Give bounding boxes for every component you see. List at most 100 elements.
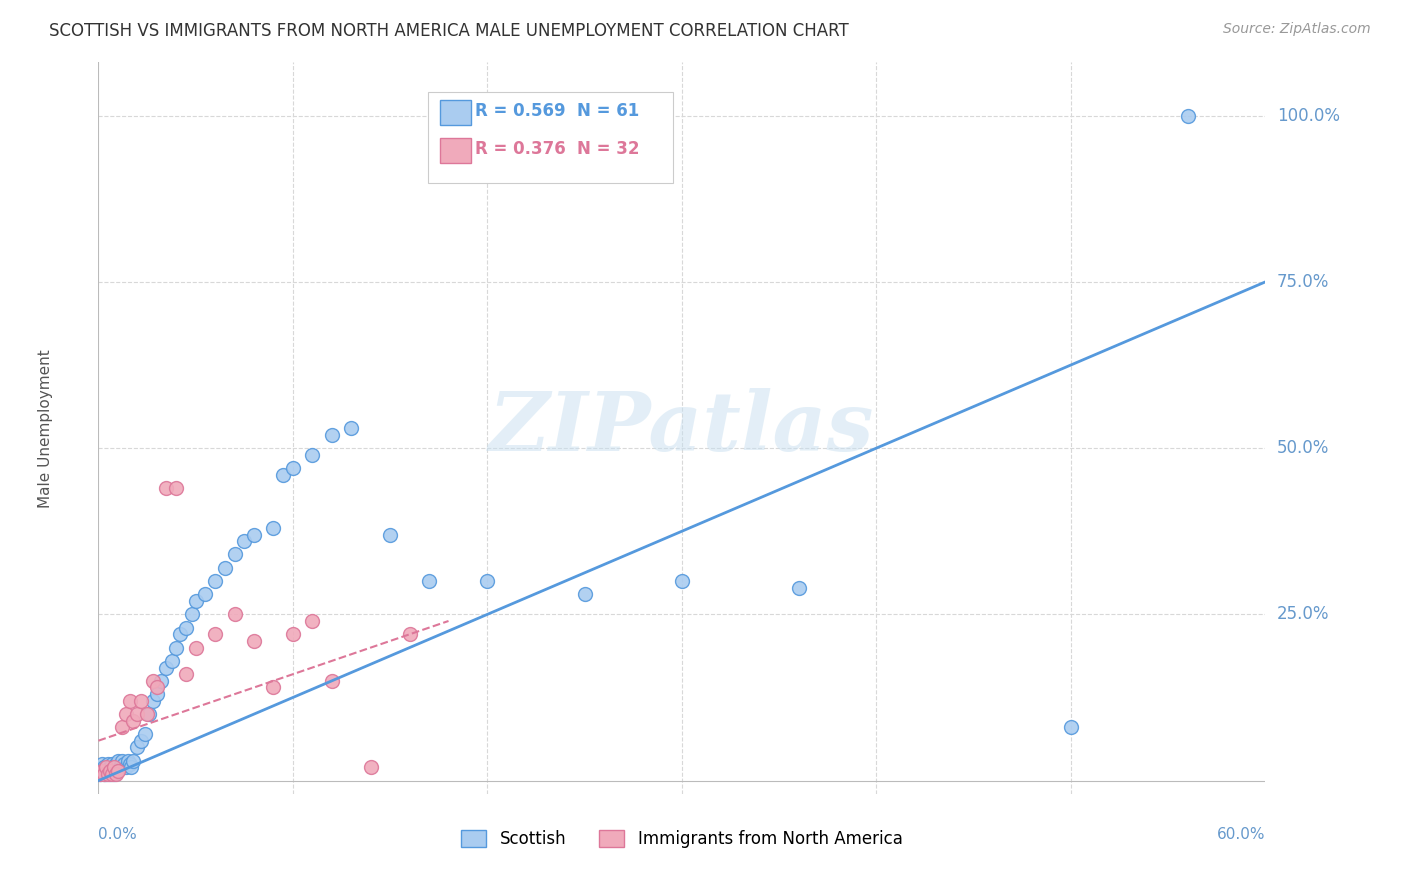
Point — [281, 627, 304, 641]
Text: SCOTTISH VS IMMIGRANTS FROM NORTH AMERICA MALE UNEMPLOYMENT CORRELATION CHART: SCOTTISH VS IMMIGRANTS FROM NORTH AMERIC… — [49, 22, 849, 40]
Point — [104, 767, 127, 781]
Text: Male Unemployment: Male Unemployment — [38, 349, 53, 508]
Text: 60.0%: 60.0% — [1218, 827, 1265, 842]
Text: R = 0.569: R = 0.569 — [475, 103, 567, 120]
Point — [98, 764, 121, 778]
Point — [340, 421, 363, 435]
Point — [204, 627, 226, 641]
Point — [165, 481, 187, 495]
Point — [194, 587, 217, 601]
Point — [111, 754, 134, 768]
Point — [104, 756, 127, 771]
Point — [214, 561, 236, 575]
Point — [787, 581, 810, 595]
Point — [93, 767, 115, 781]
Point — [101, 764, 124, 778]
Point — [574, 587, 596, 601]
Text: 0.0%: 0.0% — [98, 827, 138, 842]
Point — [93, 767, 115, 781]
Point — [138, 707, 160, 722]
Point — [146, 681, 169, 695]
Point — [103, 760, 125, 774]
Point — [127, 707, 149, 722]
Point — [107, 754, 129, 768]
Point — [136, 707, 159, 722]
Point — [112, 756, 135, 771]
Point — [104, 764, 127, 778]
Point — [98, 760, 121, 774]
Point — [174, 621, 197, 635]
Point — [180, 607, 202, 622]
Point — [108, 760, 131, 774]
Point — [169, 627, 191, 641]
Point — [149, 673, 172, 688]
FancyBboxPatch shape — [427, 92, 672, 183]
Point — [122, 714, 145, 728]
Point — [204, 574, 226, 588]
Point — [224, 607, 246, 622]
Point — [321, 673, 343, 688]
Text: N = 61: N = 61 — [576, 103, 640, 120]
Point — [398, 627, 420, 641]
Point — [1060, 720, 1083, 734]
Point — [262, 521, 284, 535]
Point — [107, 760, 129, 774]
Text: 100.0%: 100.0% — [1277, 107, 1340, 125]
Point — [477, 574, 499, 588]
Point — [103, 767, 125, 781]
Point — [1177, 109, 1199, 123]
Point — [91, 756, 114, 771]
Point — [184, 640, 207, 655]
Point — [114, 760, 136, 774]
Text: R = 0.376: R = 0.376 — [475, 140, 567, 159]
Point — [127, 740, 149, 755]
Point — [93, 760, 115, 774]
Point — [129, 694, 152, 708]
Point — [418, 574, 440, 588]
Point — [91, 764, 114, 778]
Point — [155, 481, 177, 495]
Point — [97, 767, 120, 781]
FancyBboxPatch shape — [440, 100, 471, 125]
Point — [97, 764, 120, 778]
Point — [184, 594, 207, 608]
FancyBboxPatch shape — [440, 137, 471, 162]
Point — [107, 764, 129, 778]
Point — [96, 760, 118, 774]
Point — [117, 754, 139, 768]
Text: N = 32: N = 32 — [576, 140, 640, 159]
Point — [321, 427, 343, 442]
Point — [96, 760, 118, 774]
Point — [101, 767, 124, 781]
Point — [165, 640, 187, 655]
Text: 50.0%: 50.0% — [1277, 439, 1330, 457]
Point — [262, 681, 284, 695]
Point — [91, 764, 114, 778]
Point — [98, 767, 121, 781]
Point — [111, 720, 134, 734]
Point — [122, 754, 145, 768]
Point — [243, 527, 266, 541]
Point — [233, 534, 256, 549]
Point — [243, 634, 266, 648]
Point — [301, 614, 323, 628]
Point — [114, 707, 136, 722]
Point — [118, 694, 141, 708]
Point — [97, 756, 120, 771]
Point — [174, 667, 197, 681]
Point — [103, 760, 125, 774]
Point — [360, 760, 382, 774]
Point — [146, 687, 169, 701]
Point — [162, 654, 184, 668]
Point — [129, 733, 152, 747]
Point — [101, 756, 124, 771]
Point — [121, 760, 143, 774]
Point — [142, 673, 165, 688]
Point — [224, 548, 246, 562]
Point — [118, 756, 141, 771]
Point — [155, 660, 177, 674]
Point — [96, 767, 118, 781]
Point — [301, 448, 323, 462]
Point — [142, 694, 165, 708]
Point — [671, 574, 693, 588]
